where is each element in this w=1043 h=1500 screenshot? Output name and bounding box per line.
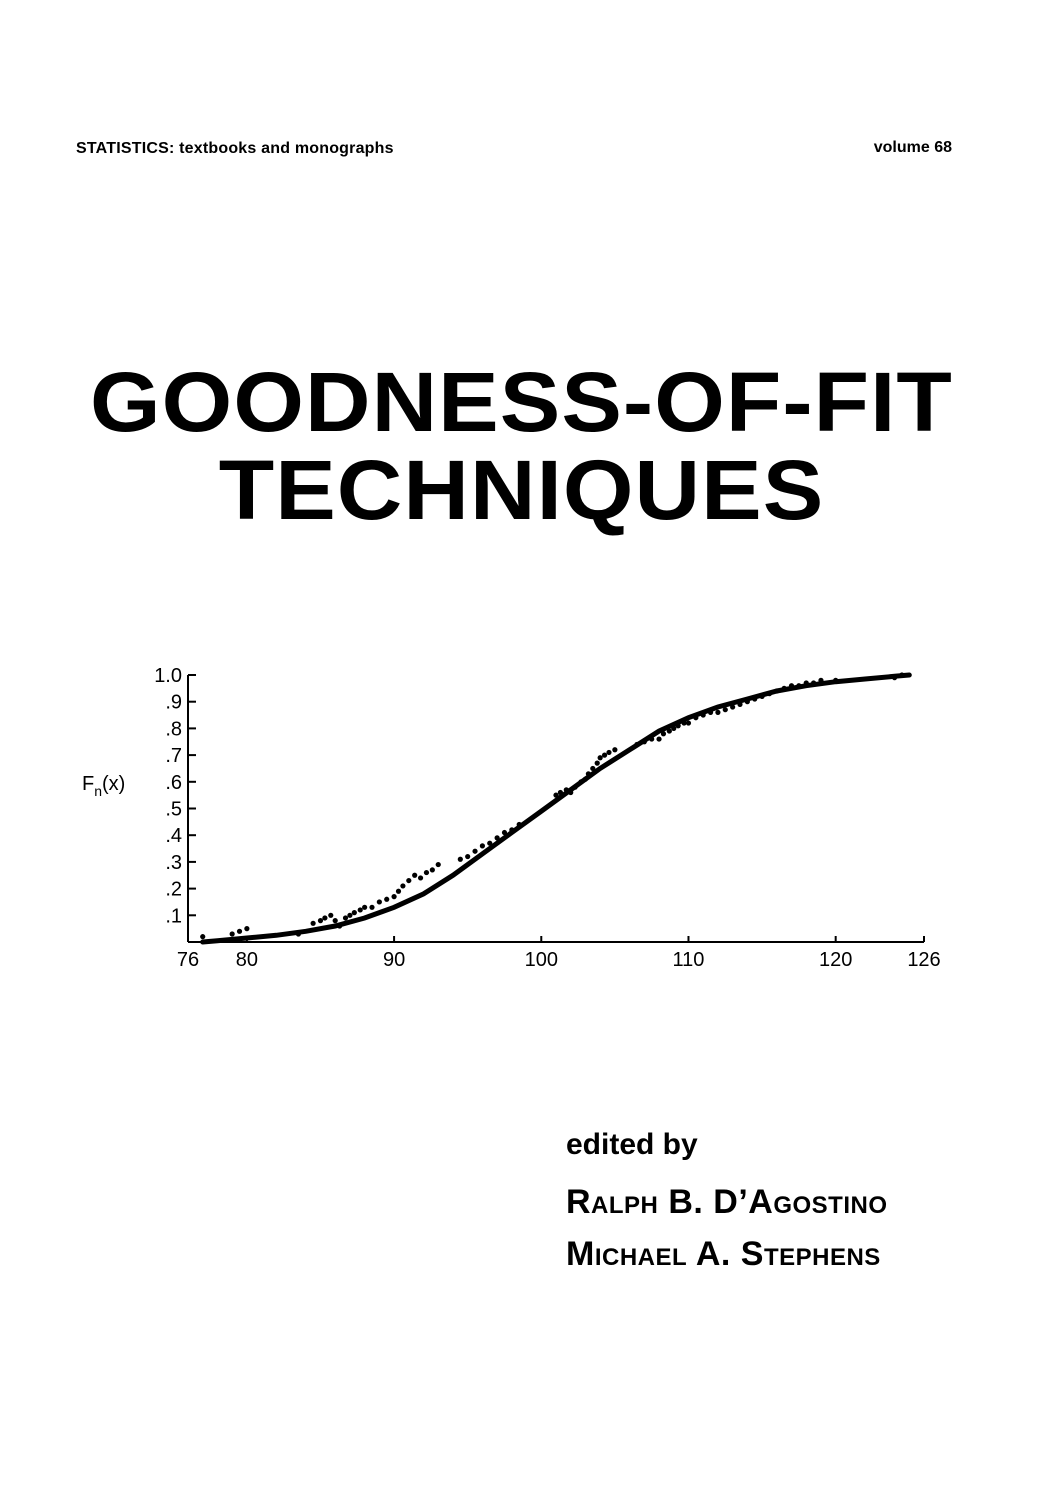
data-point <box>200 934 206 940</box>
data-point <box>369 904 375 910</box>
book-title: GOODNESS-OF-FIT TECHNIQUES <box>0 358 1043 534</box>
data-point <box>310 920 316 926</box>
data-point <box>236 928 243 934</box>
x-tick-label: 76 <box>177 949 199 971</box>
data-point <box>601 752 608 758</box>
y-tick-label: .9 <box>165 692 182 714</box>
chart-axes <box>187 675 924 943</box>
data-point <box>417 875 424 881</box>
data-point <box>376 899 382 905</box>
x-tick-label: 126 <box>907 949 940 971</box>
book-title-line-2: TECHNIQUES <box>218 443 825 537</box>
y-axis-label-subscript: n <box>94 783 102 799</box>
data-point <box>362 904 368 910</box>
edited-by-label: edited by <box>566 1128 698 1161</box>
data-point <box>347 912 353 918</box>
data-point <box>391 894 397 900</box>
data-point <box>715 709 721 715</box>
y-tick-label: .4 <box>165 825 182 847</box>
series-title: STATISTICS: textbooks and monographs <box>76 140 394 157</box>
data-point <box>322 915 328 921</box>
y-tick-label: .8 <box>165 718 182 740</box>
y-tick-label: .3 <box>165 852 182 874</box>
x-tick-label: 80 <box>236 949 258 971</box>
y-axis-label: Fn(x) <box>82 773 125 799</box>
y-axis-label-main: F <box>82 773 94 795</box>
data-point <box>435 861 441 868</box>
x-tick-label: 100 <box>525 949 558 971</box>
fitted-curve <box>200 672 912 945</box>
data-point <box>429 867 435 873</box>
cdf-chart: .1 .2 .3 .4 .5 .6 .7 .8 .9 1.0 76 80 90 100 110 120 126… <box>82 665 941 971</box>
book-title-line-1: GOODNESS-OF-FIT <box>90 355 953 449</box>
data-point <box>666 728 672 734</box>
y-tick-label: .1 <box>165 905 182 927</box>
data-point <box>342 915 349 921</box>
x-tick-label: 110 <box>673 949 705 971</box>
x-axis-ticks: 76 80 90 100 110 120 126 <box>177 936 941 971</box>
data-point <box>685 720 692 726</box>
data-point <box>244 926 250 932</box>
data-point <box>328 912 334 918</box>
data-point <box>660 731 667 737</box>
y-axis-label-rest: (x) <box>102 773 125 795</box>
editors-block: edited by Ralph B. D’Agostino Michael A.… <box>566 1128 888 1280</box>
y-tick-label: .5 <box>165 799 182 821</box>
y-axis-ticks: .1 .2 .3 .4 .5 .6 .7 .8 .9 1.0 <box>154 665 196 927</box>
editor-name-1: Ralph B. D’Agostino <box>566 1183 888 1221</box>
editor-name-2: Michael A. Stephens <box>566 1235 881 1273</box>
data-point <box>722 707 728 713</box>
data-point <box>229 931 235 937</box>
data-point <box>612 747 618 753</box>
data-point <box>395 888 402 894</box>
data-point <box>384 896 390 902</box>
y-tick-label: .2 <box>165 879 182 901</box>
data-point <box>597 755 603 761</box>
data-point <box>479 843 485 849</box>
volume-number: volume 68 <box>873 139 952 156</box>
data-point <box>423 869 430 876</box>
data-point <box>412 872 418 878</box>
data-point <box>656 736 662 742</box>
data-point <box>465 853 471 860</box>
data-point <box>553 792 559 798</box>
data-point <box>400 883 406 889</box>
data-point <box>406 877 412 884</box>
data-point <box>317 918 324 924</box>
data-point <box>332 918 338 924</box>
data-point <box>357 907 363 913</box>
data-point <box>472 848 478 854</box>
x-tick-label: 90 <box>383 949 405 971</box>
y-tick-label: .6 <box>165 772 182 794</box>
data-point <box>351 910 357 916</box>
data-point <box>457 856 463 862</box>
y-tick-label: 1.0 <box>154 665 182 687</box>
data-point <box>594 760 600 766</box>
x-tick-label: 120 <box>819 949 852 971</box>
data-point <box>606 749 612 756</box>
y-tick-label: .7 <box>165 745 182 767</box>
